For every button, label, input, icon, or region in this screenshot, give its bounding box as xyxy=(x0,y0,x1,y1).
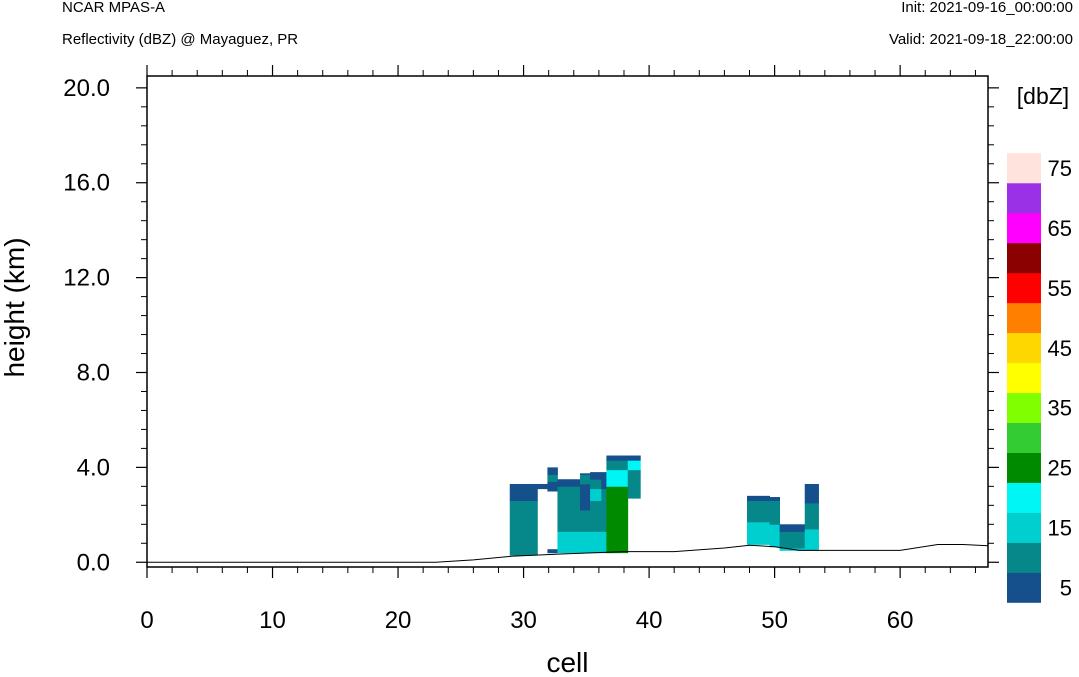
plot-frame xyxy=(146,75,989,568)
colorbar-label: 5 xyxy=(1060,576,1072,601)
reflectivity-cell xyxy=(606,486,629,554)
init-time: Init: 2021-09-16_00:00:00 xyxy=(901,0,1073,16)
reflectivity-cell xyxy=(804,483,819,504)
reflectivity-cell xyxy=(580,474,591,485)
reflectivity-cell xyxy=(590,488,602,501)
valid-time: Valid: 2021-09-18_22:00:00 xyxy=(888,31,1073,48)
reflectivity-cell xyxy=(779,531,806,549)
reflectivity-cell xyxy=(557,479,581,487)
colorbar-label: 25 xyxy=(1048,456,1072,481)
reflectivity-cell xyxy=(627,469,641,499)
reflectivity-cell xyxy=(769,524,781,548)
reflectivity-cell xyxy=(547,467,558,475)
reflectivity-cell xyxy=(590,472,602,480)
reflectivity-cell xyxy=(601,472,607,490)
reflectivity-cell xyxy=(747,521,770,545)
reflectivity-cell xyxy=(547,549,558,554)
reflectivity-cell xyxy=(747,500,770,523)
reflectivity-cell xyxy=(509,483,538,501)
y-tick-label: 0.0 xyxy=(77,549,110,576)
reflectivity-cell xyxy=(580,510,591,532)
colorbar: [dbZ] 5 15 25 35 45 55 65 75 xyxy=(1007,83,1072,603)
terrain-layer xyxy=(147,544,989,563)
x-tick-label: 60 xyxy=(887,607,914,634)
colorbar-swatch xyxy=(1007,422,1041,453)
colorbar-swatch xyxy=(1007,572,1041,603)
colorbar-swatch xyxy=(1007,242,1041,274)
x-axis-title: cell xyxy=(546,647,588,677)
plot-subtitle: Reflectivity (dBZ) @ Mayaguez, PR xyxy=(62,31,299,48)
reflectivity-cell xyxy=(601,488,607,532)
colorbar-swatch xyxy=(1007,153,1041,184)
reflectivity-cell xyxy=(557,486,581,532)
colorbar-swatch xyxy=(1007,392,1041,423)
reflectivity-cell xyxy=(590,531,602,554)
reflectivity-cell xyxy=(509,500,538,556)
colorbar-swatch xyxy=(1007,452,1041,483)
y-tick-label: 8.0 xyxy=(77,359,110,386)
reflectivity-cell xyxy=(537,483,548,490)
reflectivity-cell xyxy=(547,481,558,492)
y-tick-label: 16.0 xyxy=(63,170,110,197)
reflectivity-cell xyxy=(804,502,819,530)
x-tick-label: 30 xyxy=(510,607,537,634)
reflectivity-cell xyxy=(557,531,581,554)
colorbar-label: 35 xyxy=(1048,396,1072,421)
reflectivity-cell xyxy=(606,469,629,487)
y-axis-title: height (km) xyxy=(0,237,30,377)
x-tick-label: 0 xyxy=(140,607,153,634)
y-tick-label: 12.0 xyxy=(63,265,110,292)
reflectivity-cell xyxy=(590,500,602,532)
reflectivity-cell xyxy=(580,473,591,475)
reflectivity-cell xyxy=(627,455,641,461)
x-tick-label: 40 xyxy=(636,607,663,634)
colorbar-swatch xyxy=(1007,512,1041,543)
reflectivity-cell xyxy=(590,479,602,490)
colorbar-swatch xyxy=(1007,212,1041,244)
reflectivity-cell xyxy=(779,524,806,532)
reflectivity-cell xyxy=(547,474,558,483)
y-tick-label: 4.0 xyxy=(77,454,110,481)
reflectivity-cell xyxy=(769,500,781,525)
reflectivity-cell xyxy=(580,531,591,554)
colorbar-swatch xyxy=(1007,362,1041,394)
colorbar-swatch xyxy=(1007,272,1041,304)
colorbar-swatch xyxy=(1007,482,1041,513)
axes-layer: 0 10 20 30 40 50 60 0.0 4.0 8.0 12.0 16.0 20.0 cell he… xyxy=(0,65,999,677)
colorbar-title: [dbZ] xyxy=(1017,83,1069,109)
reflectivity-cell xyxy=(580,483,591,511)
data-layer xyxy=(509,455,819,556)
colorbar-label: 45 xyxy=(1048,336,1072,361)
colorbar-swatch xyxy=(1007,542,1041,573)
y-tick-label: 20.0 xyxy=(63,75,110,102)
reflectivity-cell xyxy=(769,497,781,501)
colorbar-swatch xyxy=(1007,332,1041,364)
model-title: NCAR MPAS-A xyxy=(62,0,166,16)
reflectivity-cell xyxy=(606,455,629,461)
colorbar-label: 65 xyxy=(1048,216,1072,241)
colorbar-label: 75 xyxy=(1048,156,1072,181)
reflectivity-cell xyxy=(606,460,629,471)
reflectivity-cell xyxy=(601,531,607,554)
x-tick-label: 10 xyxy=(259,607,286,634)
colorbar-swatch xyxy=(1007,302,1041,334)
reflectivity-cell xyxy=(747,495,770,501)
reflectivity-cell xyxy=(804,529,819,551)
colorbar-label: 55 xyxy=(1048,276,1072,301)
terrain-line xyxy=(147,544,989,563)
x-tick-label: 50 xyxy=(761,607,788,634)
reflectivity-cell xyxy=(627,460,641,471)
colorbar-label: 15 xyxy=(1048,516,1072,541)
colorbar-swatch xyxy=(1007,182,1041,214)
x-tick-label: 20 xyxy=(385,607,412,634)
